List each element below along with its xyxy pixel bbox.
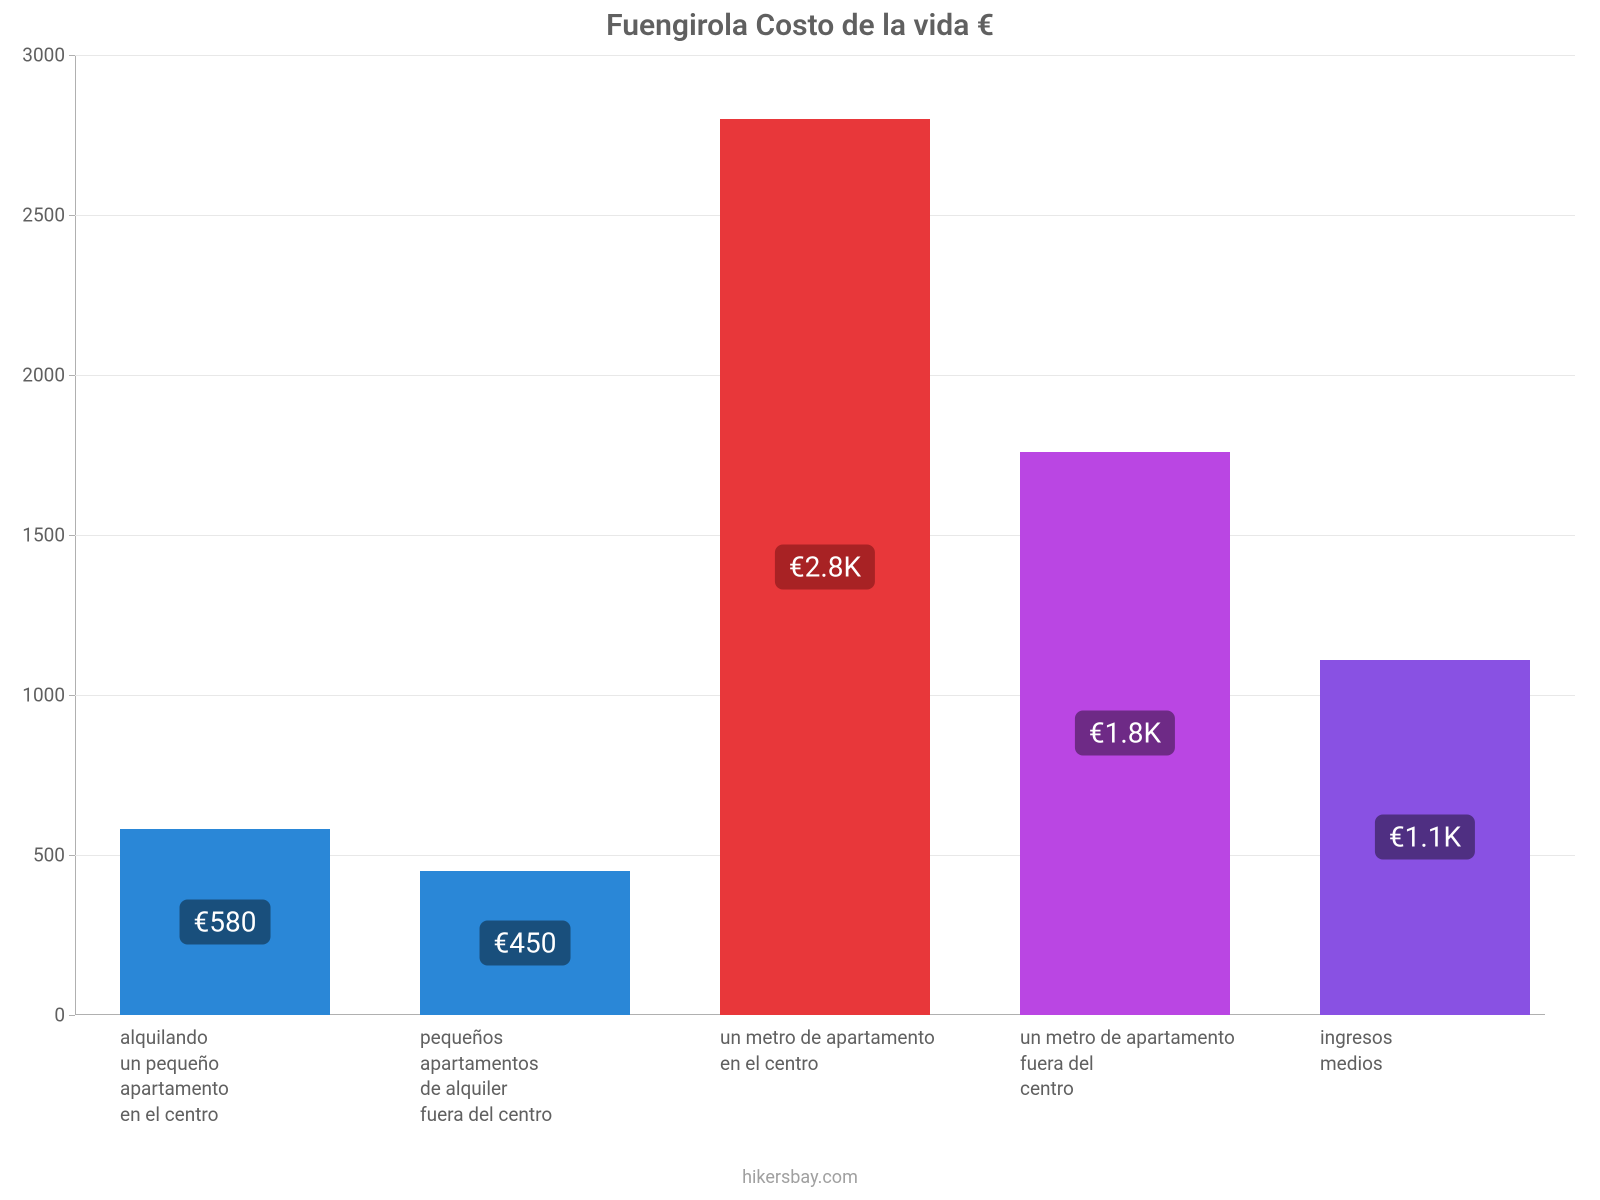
y-tick-mark: [69, 855, 75, 856]
bar-value-label: €1.1K: [1375, 815, 1475, 860]
x-category-label: un metro de apartamentoen el centro: [720, 1025, 1005, 1076]
bar: €1.1K: [1320, 660, 1530, 1015]
bar-value-label: €1.8K: [1075, 711, 1175, 756]
bar: €580: [120, 829, 330, 1015]
bar-value-label: €2.8K: [775, 545, 875, 590]
bar: €1.8K: [1020, 452, 1230, 1015]
x-category-label: ingresosmedios: [1320, 1025, 1600, 1076]
cost-of-living-chart: Fuengirola Costo de la vida € 0 500 1000 15…: [0, 0, 1600, 1200]
y-tick-label: 2000: [22, 364, 65, 387]
bar-value-label: €450: [480, 921, 571, 966]
y-tick-mark: [69, 215, 75, 216]
x-category-label: alquilandoun pequeñoapartamentoen el cen…: [120, 1025, 405, 1128]
y-tick-label: 1000: [22, 684, 65, 707]
y-tick-label: 2500: [22, 204, 65, 227]
y-tick-label: 0: [54, 1004, 65, 1027]
y-tick-label: 1500: [22, 524, 65, 547]
y-tick-mark: [69, 1015, 75, 1016]
chart-title: Fuengirola Costo de la vida €: [0, 8, 1600, 43]
y-tick-label: 500: [33, 844, 65, 867]
y-tick-mark: [69, 695, 75, 696]
bar: €450: [420, 871, 630, 1015]
y-tick-mark: [69, 55, 75, 56]
bar: €2.8K: [720, 119, 930, 1015]
y-tick-label: 3000: [22, 44, 65, 67]
x-category-label: un metro de apartamentofuera delcentro: [1020, 1025, 1305, 1102]
y-tick-mark: [69, 535, 75, 536]
bar-value-label: €580: [180, 900, 271, 945]
plot-area: 050010001500200025003000€580€450€2.8K€1.…: [75, 55, 1575, 1015]
grid-line: [75, 55, 1575, 56]
attribution-text: hikersbay.com: [0, 1167, 1600, 1188]
y-tick-mark: [69, 375, 75, 376]
x-category-label: pequeñosapartamentosde alquilerfuera del…: [420, 1025, 705, 1128]
